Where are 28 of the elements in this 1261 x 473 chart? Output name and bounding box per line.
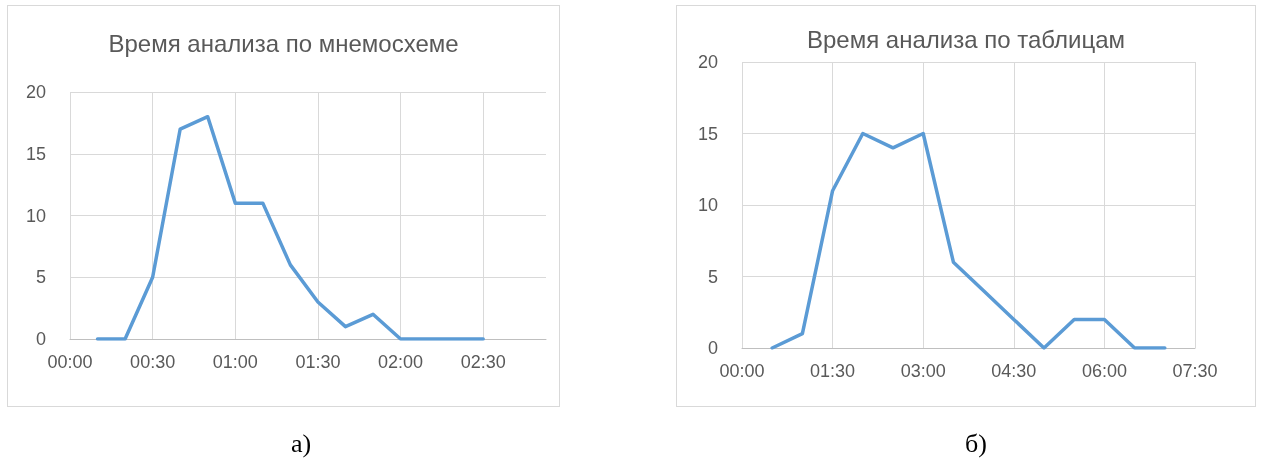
chart-title: Время анализа по таблицам (807, 25, 1125, 53)
x-tick-label: 01:30 (295, 352, 341, 372)
y-tick-label: 5 (707, 266, 718, 287)
line-series (770, 131, 1167, 350)
y-tick-label: 10 (25, 205, 46, 226)
y-tick-label: 20 (25, 82, 46, 102)
y-tick-label: 5 (35, 267, 46, 288)
x-tick-label: 01:30 (810, 361, 856, 381)
text: а) (291, 428, 312, 458)
y-tick-label: 0 (707, 338, 718, 358)
text: б) (965, 428, 987, 458)
y-tick-label: 0 (35, 329, 46, 349)
y-tick-label: 15 (697, 123, 718, 144)
chart-title: Время анализа по мнемосхеме (108, 29, 459, 57)
x-tick-label: 04:30 (991, 361, 1037, 381)
x-tick-label: 02:00 (378, 352, 424, 372)
x-tick-label: 02:30 (460, 352, 506, 372)
x-tick-label: 00:30 (130, 352, 176, 372)
x-tick-label: 00:00 (47, 352, 93, 372)
y-tick-label: 20 (697, 52, 718, 72)
x-tick-label: 06:00 (1081, 361, 1127, 381)
x-tick-label: 07:30 (1172, 361, 1218, 381)
line-series (95, 114, 485, 341)
y-tick-label: 15 (25, 143, 46, 164)
x-tick-label: 03:00 (900, 361, 946, 381)
x-tick-label: 01:00 (212, 352, 258, 372)
y-tick-label: 10 (697, 195, 718, 215)
x-tick-label: 00:00 (719, 361, 765, 381)
